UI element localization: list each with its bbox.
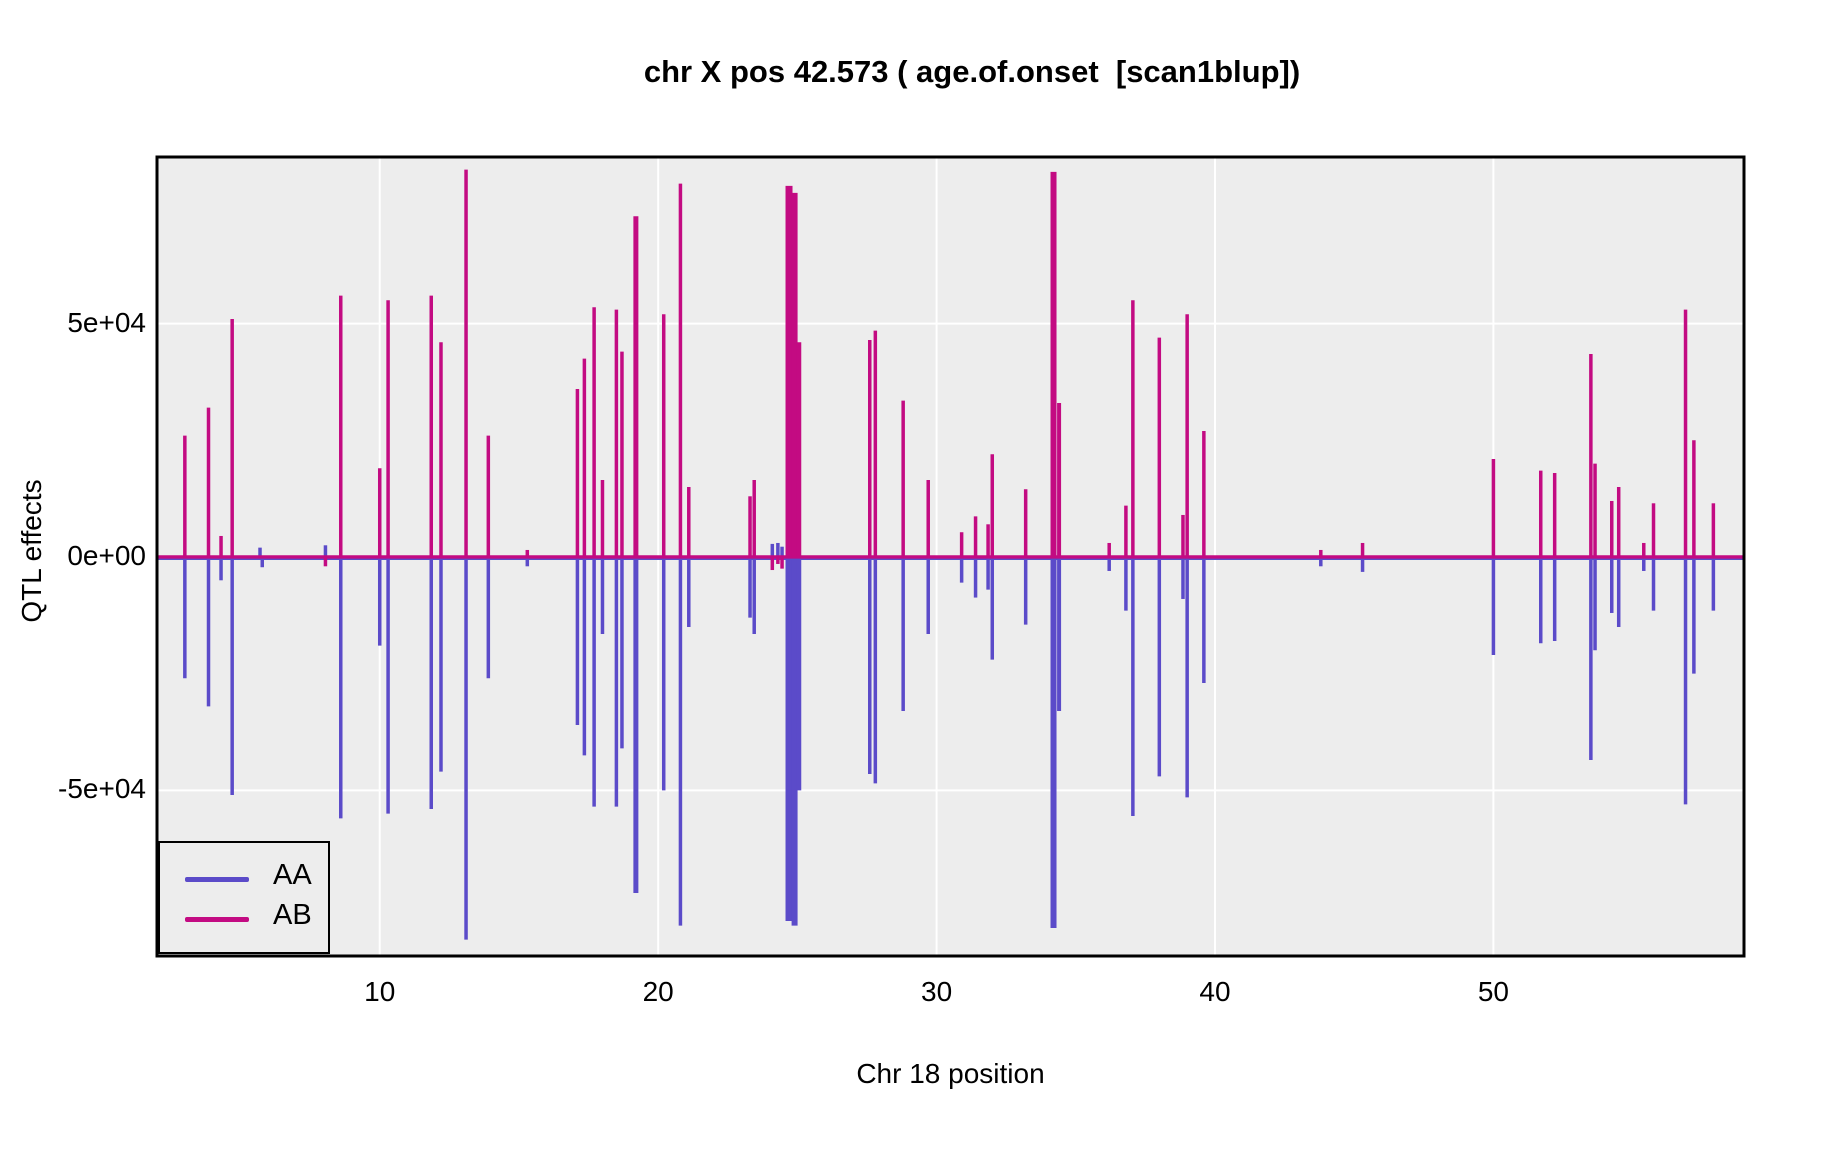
y-tick-label: -5e+04 xyxy=(58,773,146,805)
chart-title: chr X pos 42.573 ( age.of.onset [scan1bl… xyxy=(643,54,1301,89)
ab-line-swatch xyxy=(185,917,249,922)
y-tick-label: 0e+00 xyxy=(67,539,146,571)
x-tick-label: 50 xyxy=(1477,976,1509,1007)
legend-label-ab: AB xyxy=(273,899,312,931)
legend-item-ab: AB xyxy=(160,899,328,939)
x-tick-label: 10 xyxy=(364,976,396,1007)
legend-item-aa: AA xyxy=(160,859,328,899)
legend-label-aa: AA xyxy=(273,859,312,891)
x-axis-title: Chr 18 position xyxy=(856,1058,1045,1089)
aa-line-swatch xyxy=(185,877,249,882)
x-tick-label: 20 xyxy=(642,976,674,1007)
panel-border xyxy=(155,155,1746,958)
x-tick-label: 40 xyxy=(1199,976,1231,1007)
y-tick-label: 5e+04 xyxy=(67,306,146,338)
x-tick-label: 30 xyxy=(921,976,953,1007)
legend: AA AB xyxy=(158,841,330,954)
